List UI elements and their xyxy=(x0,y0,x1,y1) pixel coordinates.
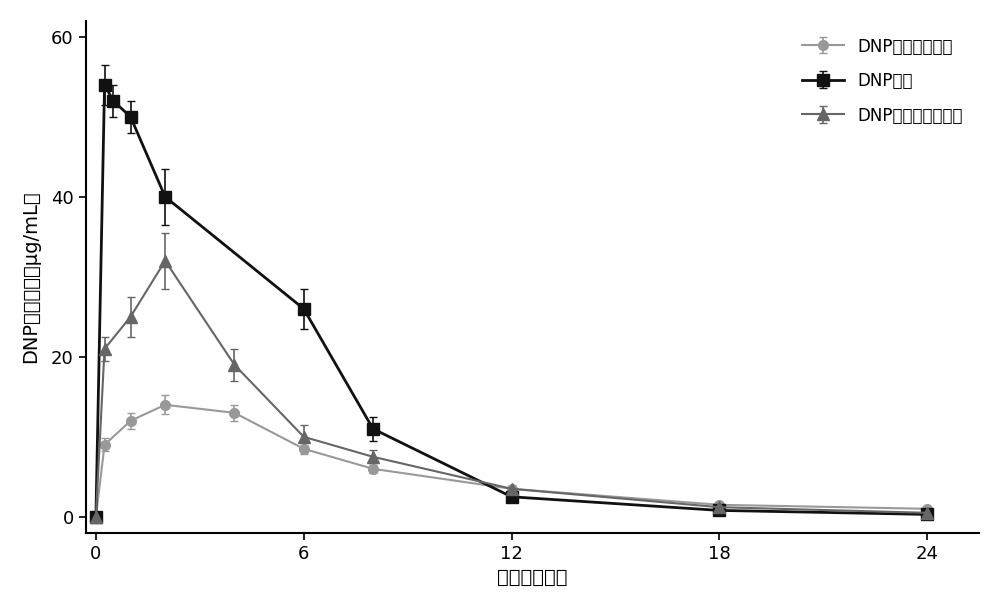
Legend: DNP磷脂司盘凝胶, DNP溶液, DNP高浓度磷脂凝胶: DNP磷脂司盘凝胶, DNP溶液, DNP高浓度磷脂凝胶 xyxy=(794,29,971,133)
Y-axis label: DNP血浆浓度（μg/mL）: DNP血浆浓度（μg/mL） xyxy=(21,190,40,363)
X-axis label: 时间（小时）: 时间（小时） xyxy=(497,568,568,587)
